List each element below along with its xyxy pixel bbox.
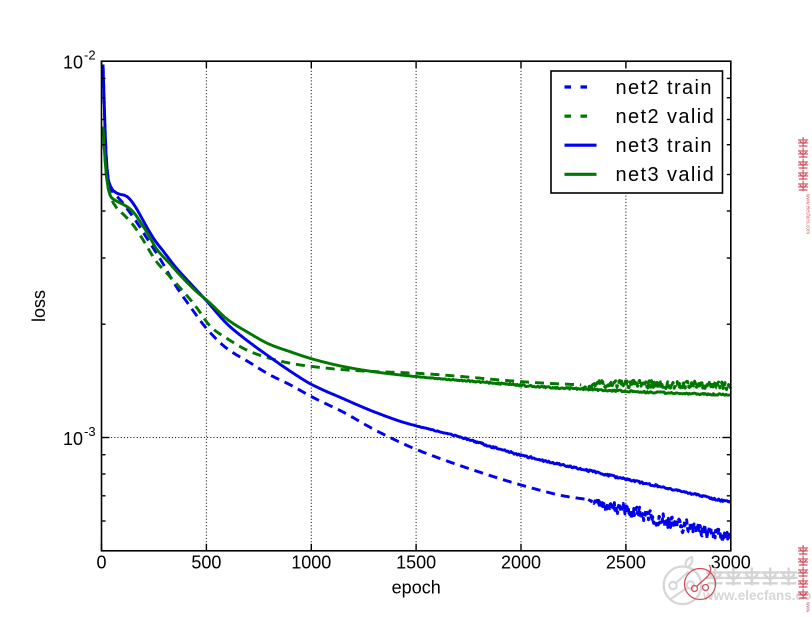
- svg-text:net2 train: net2 train: [616, 77, 713, 99]
- svg-text:net3 valid: net3 valid: [616, 164, 716, 186]
- svg-text:1000: 1000: [291, 553, 331, 573]
- svg-text:www.elecfans.com: www.elecfans.com: [702, 588, 812, 603]
- svg-text:3000: 3000: [711, 553, 751, 573]
- svg-text:-3: -3: [84, 424, 96, 439]
- svg-text:epoch: epoch: [392, 578, 441, 598]
- svg-text:www.elecfans.com: www.elecfans.com: [805, 601, 811, 612]
- svg-text:10: 10: [63, 53, 83, 73]
- svg-text:1500: 1500: [396, 553, 436, 573]
- svg-text:www.elecfans.com: www.elecfans.com: [805, 193, 811, 234]
- svg-text:2000: 2000: [501, 553, 541, 573]
- svg-text:loss: loss: [29, 290, 49, 322]
- svg-text:-2: -2: [84, 48, 96, 63]
- svg-text:0: 0: [96, 553, 106, 573]
- svg-text:500: 500: [191, 553, 221, 573]
- svg-text:net3 train: net3 train: [616, 135, 713, 157]
- svg-text:10: 10: [63, 429, 83, 449]
- svg-text:2500: 2500: [606, 553, 646, 573]
- svg-text:net2 valid: net2 valid: [616, 106, 716, 128]
